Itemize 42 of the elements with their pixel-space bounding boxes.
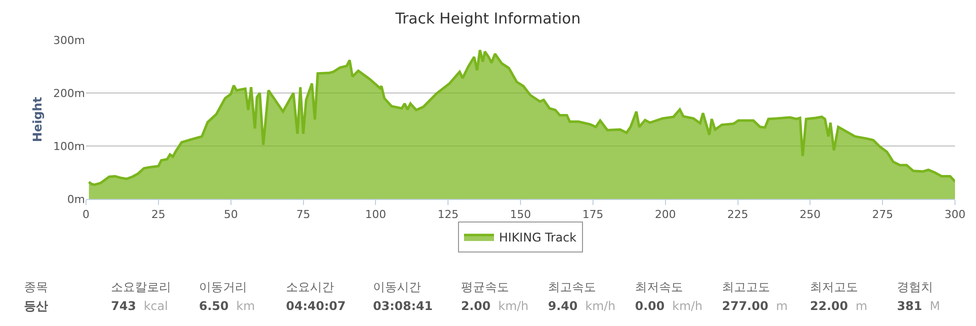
text: 평균속도 — [461, 280, 509, 294]
x-tick-label: 125 — [438, 208, 459, 222]
text: 277.00 m — [722, 299, 788, 313]
x-tick-label: 150 — [510, 208, 531, 222]
text: 이동시간 — [373, 280, 421, 294]
x-tick-label: 50 — [224, 208, 238, 222]
legend-label: HIKING Track — [499, 230, 577, 245]
text: 9.40 km/h — [548, 299, 616, 313]
text: 6.50 km — [199, 299, 255, 313]
x-tick-label: 300 — [944, 208, 966, 222]
text: 2.00 km/h — [461, 299, 529, 313]
text: 0.00 km/h — [635, 299, 703, 313]
text: 743 kcal — [111, 299, 168, 313]
text: 소요시간 — [286, 280, 334, 294]
text: 최고고도 — [722, 280, 770, 294]
x-tick-label: 0 — [82, 208, 90, 222]
x-tick-label: 225 — [727, 208, 748, 222]
chart-title: Track Height Information — [394, 9, 581, 28]
text: 최저속도 — [635, 280, 683, 294]
y-tick-label: 100m — [53, 140, 85, 153]
x-tick-label: 250 — [800, 208, 821, 222]
text: 이동거리 — [199, 280, 247, 294]
x-tick-label: 200 — [654, 208, 676, 222]
y-tick-label: 300m — [53, 34, 85, 47]
text: 종목 — [24, 280, 48, 294]
text: 03:08:41 — [373, 299, 433, 313]
text: 381 M — [897, 299, 940, 313]
text: 최저고도 — [810, 280, 858, 294]
y-tick-label: 200m — [53, 86, 85, 100]
text: 등산 — [24, 299, 48, 313]
text: 경험치 — [897, 280, 933, 294]
text: 22.00 m — [810, 299, 868, 313]
text: 최고속도 — [548, 280, 596, 294]
y-axis-title: Height — [30, 96, 45, 142]
x-tick-label: 25 — [151, 208, 166, 222]
y-tick-label: 0m — [67, 192, 85, 206]
text: 04:40:07 — [286, 299, 346, 313]
x-tick-label: 275 — [872, 208, 894, 222]
x-tick-label: 175 — [582, 208, 604, 222]
x-tick-label: 75 — [296, 208, 310, 222]
text: 소요칼로리 — [111, 280, 171, 294]
x-tick-label: 100 — [365, 208, 386, 222]
